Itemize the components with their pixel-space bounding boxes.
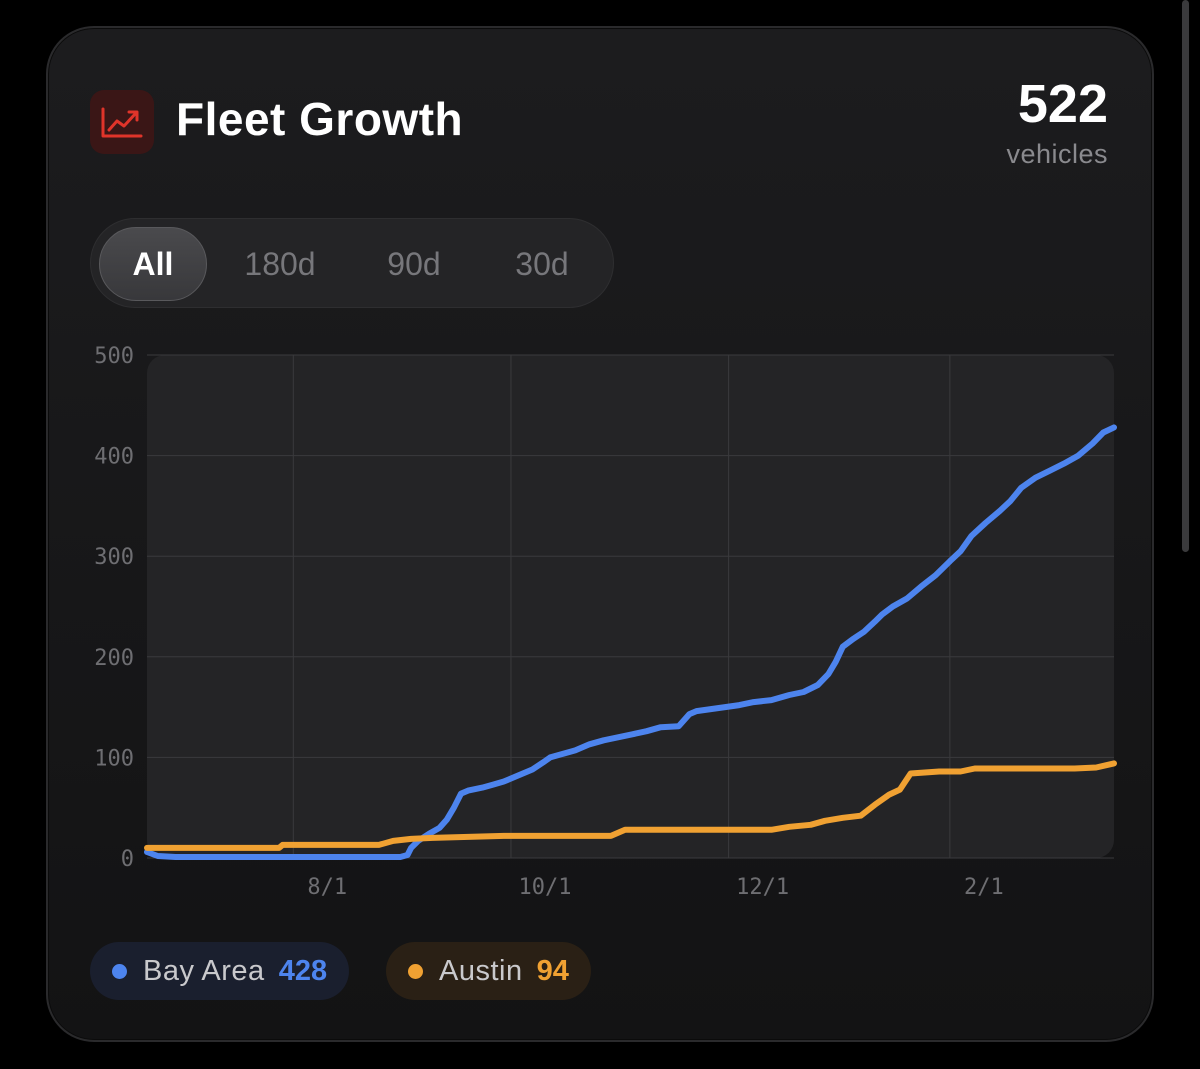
- total-vehicles: 522 vehicles: [1006, 72, 1108, 172]
- range-option-30d[interactable]: 30d: [515, 245, 569, 282]
- fleet-growth-card: Fleet Growth 522 vehicles All 180d 90d 3…: [46, 26, 1154, 1042]
- total-count: 522: [1017, 74, 1108, 134]
- x-tick-label-2-1: 2/1: [964, 875, 1004, 900]
- y-tick-label-300: 300: [94, 545, 134, 570]
- chart-area: 0 100 200 300 400 500 8/1 10/1 12/1 2/1: [48, 28, 1156, 1044]
- legend-dot-austin: [408, 963, 423, 979]
- legend-item-austin[interactable]: Austin 94: [386, 942, 591, 1000]
- range-option-all[interactable]: All: [99, 227, 207, 301]
- legend-label-bay-area: Bay Area: [143, 954, 265, 987]
- legend-dot-bay-area: [112, 963, 127, 979]
- legend-item-bay-area[interactable]: Bay Area 428: [90, 942, 350, 1000]
- chart-trending-up-icon: [90, 90, 154, 154]
- y-tick-label-400: 400: [94, 445, 134, 470]
- series-line-austin: [144, 760, 1117, 851]
- fleet-growth-line-chart: 0 100 200 300 400 500 8/1 10/1 12/1 2/1: [94, 344, 1117, 900]
- card-title: Fleet Growth: [176, 93, 464, 145]
- y-tick-label-0: 0: [121, 847, 134, 872]
- plot-background: [147, 355, 1114, 858]
- x-tick-label-10-1: 10/1: [518, 875, 571, 900]
- x-tick-label-12-1: 12/1: [736, 875, 789, 900]
- total-unit: vehicles: [1006, 139, 1108, 169]
- page-scrollbar[interactable]: [1182, 0, 1189, 552]
- x-tick-label-8-1: 8/1: [307, 875, 347, 900]
- series-line-bay-area: [144, 424, 1117, 860]
- y-tick-label-100: 100: [94, 746, 134, 771]
- y-tick-label-200: 200: [94, 646, 134, 671]
- legend-value-bay-area: 428: [278, 954, 328, 987]
- range-option-180d[interactable]: 180d: [244, 245, 316, 282]
- time-range-selector: All 180d 90d 30d: [90, 218, 614, 308]
- y-tick-label-500: 500: [94, 344, 134, 369]
- legend-value-austin: 94: [536, 954, 569, 987]
- legend-label-austin: Austin: [439, 954, 523, 987]
- range-option-90d[interactable]: 90d: [387, 245, 441, 282]
